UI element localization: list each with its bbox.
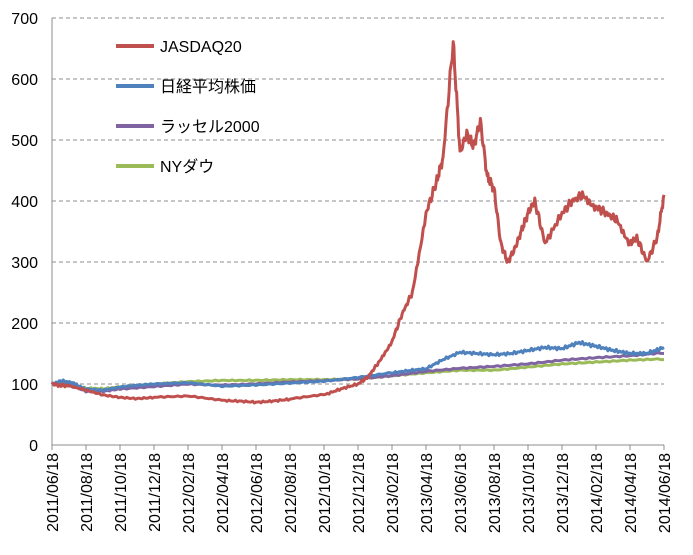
- x-tick-label: 2012/04/18: [215, 453, 232, 533]
- x-tick-label: 2012/08/18: [283, 453, 300, 533]
- y-tick-label: 300: [11, 255, 38, 272]
- y-tick-label: 500: [11, 133, 38, 150]
- legend-label: NYダウ: [160, 158, 214, 176]
- y-tick-label: 600: [11, 72, 38, 89]
- y-axis-ticks: 0 100 200 300 400 500 600 700: [11, 11, 38, 455]
- x-tick-label: 2011/12/18: [147, 453, 164, 532]
- x-tick-label: 2014/04/18: [623, 453, 640, 533]
- y-tick-label: 0: [29, 438, 38, 455]
- x-tick-label: 2012/12/18: [351, 453, 368, 533]
- x-axis-ticks: 2011/06/18 2011/08/18 2011/10/18 2011/12/18…: [45, 445, 674, 533]
- y-tick-label: 700: [11, 11, 38, 28]
- x-tick-label: 2011/06/18: [45, 453, 62, 532]
- y-tick-label: 400: [11, 194, 38, 211]
- series-lines: [50, 40, 666, 405]
- x-tick-label: 2013/12/18: [555, 453, 572, 533]
- x-tick-label: 2013/04/18: [419, 453, 436, 533]
- series-line-1: [50, 340, 665, 393]
- legend-label: ラッセル2000: [160, 119, 260, 136]
- y-tick-label: 200: [11, 316, 38, 333]
- x-tick-label: 2011/08/18: [79, 453, 96, 532]
- legend-label: JASDAQ20: [160, 39, 242, 56]
- x-tick-label: 2012/10/18: [317, 453, 334, 533]
- x-tick-label: 2014/02/18: [589, 453, 606, 533]
- legend-label: 日経平均株価: [160, 78, 256, 96]
- x-tick-label: 2013/08/18: [487, 453, 504, 533]
- x-tick-label: 2012/06/18: [249, 453, 266, 533]
- x-tick-label: 2014/06/18: [657, 453, 674, 533]
- x-tick-label: 2013/02/18: [385, 453, 402, 533]
- x-tick-label: 2012/02/18: [181, 453, 198, 533]
- y-tick-label: 100: [11, 377, 38, 394]
- series-line-0: [50, 40, 666, 405]
- x-tick-label: 2011/10/18: [113, 453, 130, 532]
- x-tick-label: 2013/10/18: [521, 453, 538, 533]
- x-tick-label: 2013/06/18: [453, 453, 470, 533]
